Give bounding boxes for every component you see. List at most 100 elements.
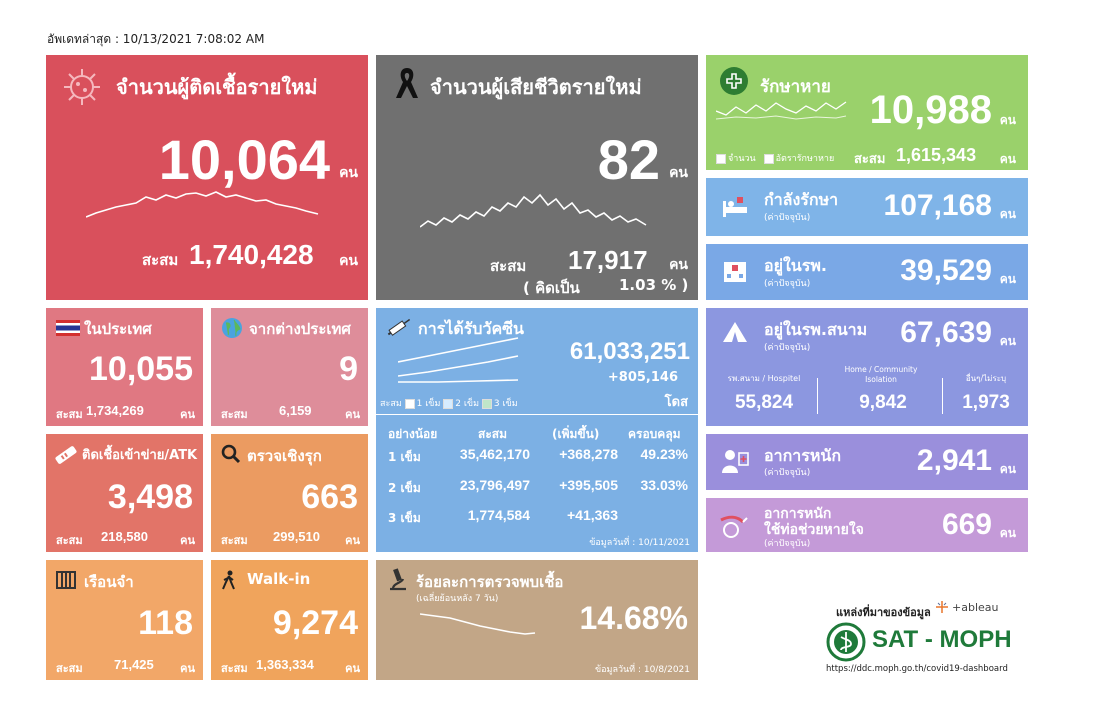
atk-tile[interactable]: ติดเชื้อเข้าข่าย/ATK 3,498 สะสม 218,580 … <box>46 434 203 552</box>
vaccine-header-dose: อย่างน้อย <box>388 427 438 441</box>
walkin-tile[interactable]: Walk-in 9,274 สะสม 1,363,334 คน <box>211 560 368 680</box>
tableau-logo: +ableau <box>935 600 998 614</box>
vaccine-row-inc: +395,505 <box>559 477 618 493</box>
abroad-tile[interactable]: จากต่างประเทศ 9 สะสม 6,159 คน <box>211 308 368 426</box>
positivity-title: ร้อยละการตรวจพบเชื้อ <box>416 573 564 591</box>
test-kit-icon <box>52 442 80 468</box>
microscope-icon <box>386 566 410 592</box>
divider <box>376 414 698 415</box>
vaccine-row-dose: 2 เข็ม <box>388 481 421 495</box>
field-hospitel-value: 55,824 <box>734 392 794 413</box>
vaccine-header-cov: ครอบคลุม <box>628 427 681 441</box>
severe-tile[interactable]: อาการหนัก (ค่าปัจจุบัน) 2,941 คน <box>706 434 1028 490</box>
hospital-bed-icon <box>720 192 750 222</box>
positivity-tile[interactable]: ร้อยละการตรวจพบเชื้อ (เฉลี่ยย้อนหลัง 7 ว… <box>376 560 698 680</box>
vaccine-tile[interactable]: การได้รับวัคซีน 61,033,251 +805,146 โดส … <box>376 308 698 552</box>
unit-label: คน <box>999 462 1016 476</box>
vaccine-row-dose: 1 เข็ม <box>388 450 421 464</box>
vaccine-total: 61,033,251 <box>569 338 690 365</box>
magnifier-icon <box>219 442 243 466</box>
prison-title: เรือนจำ <box>84 573 134 591</box>
ventilator-tile[interactable]: อาการหนัก ใช้ท่อช่วยหายใจ (ค่าปัจจุบัน) … <box>706 498 1028 552</box>
new-cases-trend <box>86 191 319 218</box>
severe-title: อาการหนัก <box>764 446 842 465</box>
new-cases-value: 10,064 <box>158 128 330 191</box>
prison-tile[interactable]: เรือนจำ 118 สะสม 71,425 คน <box>46 560 203 680</box>
atk-value: 3,498 <box>107 478 193 516</box>
syringe-icon <box>384 314 414 340</box>
vaccine-trend <box>398 337 519 383</box>
unit-label: คน <box>180 408 195 421</box>
in-hospital-subtitle: (ค่าปัจจุบัน) <box>764 279 811 289</box>
treating-title: กำลังรักษา <box>764 190 839 209</box>
unit-label: คน <box>999 526 1016 540</box>
unit-label: คน <box>999 272 1016 286</box>
recovered-cumulative: 1,615,343 <box>896 145 977 165</box>
active-search-value: 663 <box>301 478 358 516</box>
domestic-tile[interactable]: ในประเทศ 10,055 สะสม 1,734,269 คน <box>46 308 203 426</box>
atk-title: ติดเชื้อเข้าข่าย/ATK <box>82 448 198 463</box>
unit-label: คน <box>339 165 358 181</box>
unit-label: คน <box>999 334 1016 348</box>
unit-label: คน <box>339 253 358 269</box>
treating-tile[interactable]: กำลังรักษา (ค่าปัจจุบัน) 107,168 คน <box>706 178 1028 236</box>
positivity-value: 14.68% <box>579 600 688 636</box>
vaccine-row-cum: 35,462,170 <box>459 446 530 462</box>
cumulative-label: สะสม <box>221 662 248 675</box>
legend-rate-label: อัตรารักษาหาย <box>775 154 835 164</box>
in-hospital-value: 39,529 <box>900 254 992 287</box>
vaccine-header-cum: สะสม <box>478 427 508 441</box>
unit-label: คน <box>999 113 1016 127</box>
vaccine-row-cum: 1,774,584 <box>467 507 530 523</box>
hospital-cross-icon <box>720 67 748 95</box>
abroad-cumulative: 6,159 <box>279 403 312 418</box>
cumulative-label: สะสม <box>490 257 527 275</box>
vaccine-row-dose: 3 เข็ม <box>388 511 421 525</box>
prison-cumulative: 71,425 <box>114 657 154 672</box>
legend-dose2: 2 เข็ม <box>455 399 480 409</box>
field-hospital-tile[interactable]: อยู่ในรพ.สนาม (ค่าปัจจุบัน) 67,639 คน รพ… <box>706 308 1028 426</box>
legend-count-label: จำนวน <box>728 154 756 164</box>
ventilator-title-line1: อาการหนัก <box>764 506 832 522</box>
home-isolation-value: 9,842 <box>859 392 907 413</box>
deaths-percent-label: ( คิดเป็น <box>523 279 580 297</box>
virus-icon <box>58 63 106 111</box>
deaths-tile[interactable]: จำนวนผู้เสียชีวิตรายใหม่ 82 คน สะสม 17,9… <box>376 55 698 300</box>
severe-value: 2,941 <box>916 444 992 477</box>
treating-subtitle: (ค่าปัจจุบัน) <box>764 213 811 223</box>
vaccine-row-inc: +41,363 <box>567 507 618 523</box>
positivity-subtitle: (เฉลี่ยย้อนหลัง 7 วัน) <box>416 594 499 604</box>
recovered-trend <box>716 101 847 120</box>
treating-value: 107,168 <box>883 189 992 222</box>
abroad-value: 9 <box>339 350 358 388</box>
other-value: 1,973 <box>962 392 1010 413</box>
deaths-value: 82 <box>597 128 660 191</box>
unit-label: คน <box>669 165 688 181</box>
vaccine-legend: สะสม 1 เข็ม 2 เข็ม 3 เข็ม <box>380 396 518 410</box>
positivity-trend <box>420 613 536 635</box>
recovered-value: 10,988 <box>869 88 992 132</box>
new-cases-tile[interactable]: จำนวนผู้ติดเชื้อรายใหม่ 10,064 คน สะสม 1… <box>46 55 368 300</box>
tableau-text: +ableau <box>952 600 999 614</box>
unit-label: คน <box>345 662 360 675</box>
vaccine-row-cov: 49.23% <box>640 446 688 462</box>
hospital-building-icon <box>720 256 750 286</box>
unit-label: คน <box>180 662 195 675</box>
vaccine-date: ข้อมูลวันที่ : 10/11/2021 <box>589 538 690 548</box>
active-search-tile[interactable]: ตรวจเชิงรุก 663 สะสม 299,510 คน <box>211 434 368 552</box>
domestic-value: 10,055 <box>89 350 193 388</box>
recovered-tile[interactable]: รักษาหาย 10,988 คน จำนวน อัตรารักษาหาย ส… <box>706 55 1028 170</box>
domestic-title: ในประเทศ <box>84 320 152 338</box>
in-hospital-tile[interactable]: อยู่ในรพ. (ค่าปัจจุบัน) 39,529 คน <box>706 244 1028 300</box>
deaths-percent: 1.03 % ) <box>619 276 689 294</box>
legend-dose3: 3 เข็ม <box>493 399 518 409</box>
source-label: แหล่งที่มาของข้อมูล <box>836 606 931 619</box>
vaccine-title: การได้รับวัคซีน <box>418 319 524 338</box>
cumulative-label: สะสม <box>56 662 83 675</box>
cumulative-label: สะสม <box>221 534 248 547</box>
unit-label: คน <box>999 152 1016 166</box>
legend-swatch <box>763 153 774 164</box>
source-url[interactable]: https://ddc.moph.go.th/covid19-dashboard <box>826 664 1008 674</box>
walking-person-icon <box>219 569 239 591</box>
home-isolation-label: Home / Community Isolation <box>844 365 918 384</box>
